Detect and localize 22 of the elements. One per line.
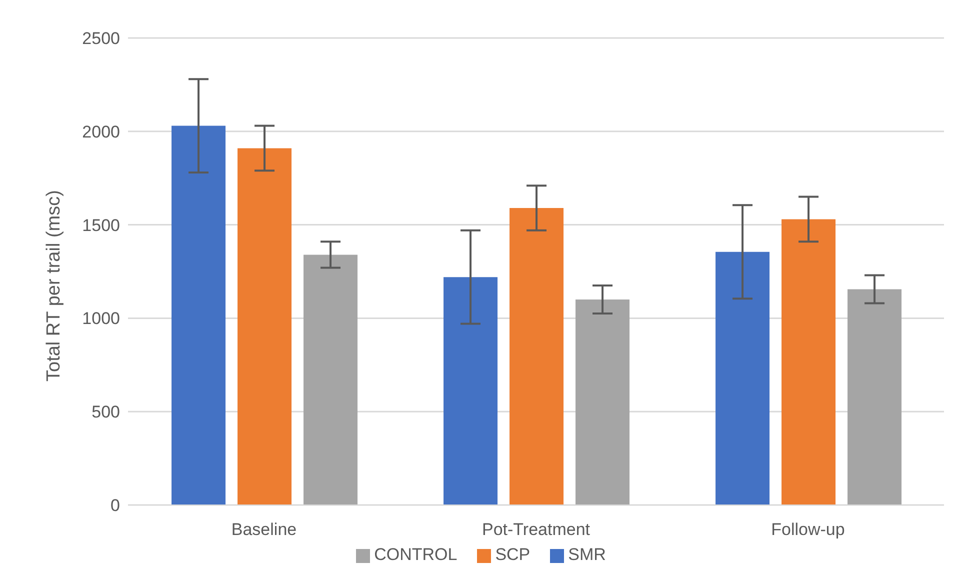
x-tick-label: Pot-Treatment xyxy=(482,520,590,540)
bar xyxy=(782,219,836,505)
x-tick-label: Baseline xyxy=(231,520,297,540)
bar xyxy=(172,126,226,505)
bar xyxy=(444,277,498,505)
bar xyxy=(510,208,564,505)
y-tick-label: 1500 xyxy=(82,216,120,235)
y-tick-label: 0 xyxy=(110,496,120,516)
y-tick-label: 1000 xyxy=(82,309,120,328)
bar xyxy=(848,289,902,505)
bar xyxy=(576,300,630,505)
y-axis-title: Total RT per trail (msc) xyxy=(44,190,65,382)
bar xyxy=(304,254,358,505)
legend-label: SCP xyxy=(495,545,530,564)
x-tick-label: Follow-up xyxy=(771,520,845,540)
y-tick-label: 500 xyxy=(92,402,120,422)
y-tick-label: 2500 xyxy=(82,29,120,48)
legend-label: CONTROL xyxy=(374,545,458,564)
legend-label: SMR xyxy=(568,545,606,564)
bar xyxy=(716,252,770,505)
y-tick-label: 2000 xyxy=(82,122,120,142)
bar xyxy=(238,148,292,505)
